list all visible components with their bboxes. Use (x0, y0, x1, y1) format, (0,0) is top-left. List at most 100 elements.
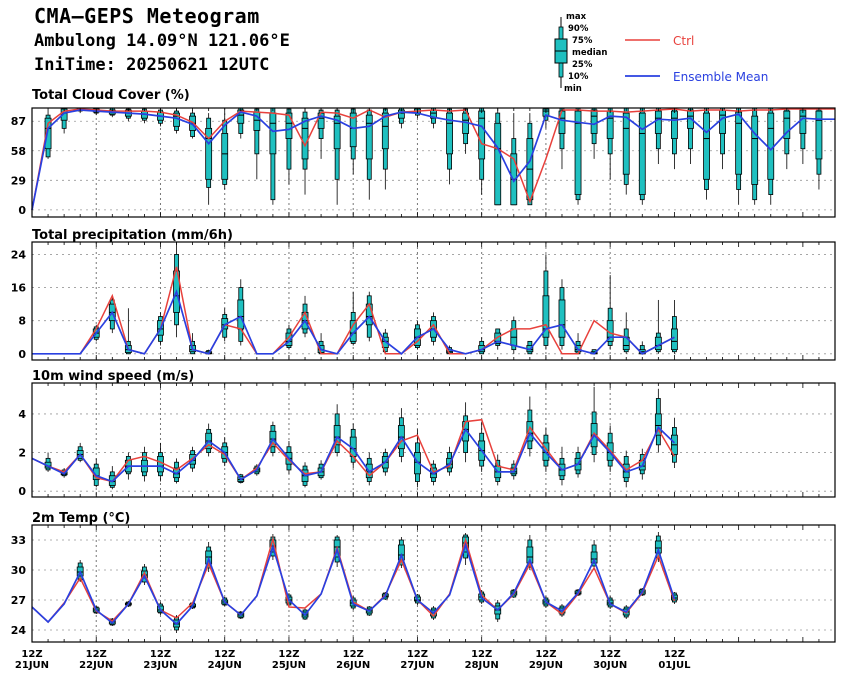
x-tick-date: 25JUN (272, 660, 306, 671)
box-p25-p75 (719, 109, 726, 134)
x-tick-date: 24JUN (208, 660, 242, 671)
panel-frame (31, 524, 836, 643)
legend-box-label: max (566, 12, 587, 22)
legend-box-label: median (572, 48, 607, 58)
y-tick-label: 24 (11, 624, 27, 637)
box-p25-p75 (735, 111, 743, 175)
box-p25-p75 (638, 112, 646, 195)
box-p25-p75 (703, 112, 710, 180)
box-p25-p75 (44, 117, 52, 150)
y-tick-label: 0 (18, 204, 26, 217)
box-p25-p75 (397, 544, 405, 561)
box-p25-p75 (574, 110, 582, 195)
box-p25-p75 (365, 114, 373, 160)
box-p25-p75 (494, 332, 502, 344)
x-tick-hour: 12Z (664, 649, 685, 660)
y-tick-label: 8 (18, 315, 26, 328)
panel-3: 2m Temp (°C) 24 27 30 33 (11, 511, 836, 643)
y-tick-label: 2 (18, 447, 26, 460)
legend-box-label: 10% (568, 72, 589, 82)
panel-title: 10m wind speed (m/s) (32, 369, 194, 384)
x-tick-hour: 12Z (600, 649, 621, 660)
box-p25-p75 (381, 112, 389, 150)
box-p25-p75 (654, 110, 662, 134)
box-p25-p75 (799, 109, 807, 134)
y-tick-label: 0 (18, 348, 26, 361)
legend-box-label: 90% (568, 24, 589, 34)
x-tick-date: 28JUN (465, 660, 499, 671)
chart-legend: max 90% 75% median 25% 10% min Ctrl Ensemble Mea… (554, 12, 768, 94)
x-tick-hour: 12Z (343, 649, 364, 660)
legend-mean-label: Ensemble Mean (673, 70, 768, 84)
box-p25-p75 (333, 115, 341, 150)
x-tick-date: 22JUN (79, 660, 113, 671)
panel-title: Total precipitation (mm/6h) (32, 228, 233, 243)
box-p25-p75 (751, 115, 759, 185)
ensemble-mean-line (31, 542, 676, 626)
box-p25-p75 (558, 299, 566, 338)
box-p25-p75 (157, 456, 164, 473)
x-tick-hour: 12Z (471, 649, 492, 660)
y-tick-label: 16 (11, 282, 27, 295)
box-p25-p75 (494, 122, 502, 206)
box-p25-p75 (590, 109, 598, 134)
y-tick-label: 27 (11, 594, 26, 607)
box-p25-p75 (333, 425, 341, 446)
box-p25-p75 (671, 110, 678, 139)
box-p25-p75 (237, 299, 245, 330)
box-p25-p75 (221, 133, 229, 180)
box-p25-p75 (622, 112, 630, 175)
box-p25-p75 (767, 112, 775, 180)
box-p25-p75 (542, 295, 550, 338)
panel-0: Total Cloud Cover (%) 0 29 58 87 (11, 88, 836, 218)
x-tick-hour: 12Z (407, 649, 428, 660)
y-tick-label: 87 (11, 115, 26, 128)
station-location: Ambulong 14.09°N 121.06°E (34, 31, 290, 51)
box-p25-p75 (446, 112, 453, 155)
y-tick-label: 29 (11, 174, 26, 187)
box-p25-p75 (285, 112, 293, 139)
y-tick-label: 33 (11, 534, 26, 547)
legend-box-label: 25% (572, 60, 593, 70)
legend-box-label: 75% (572, 36, 593, 46)
legend-ctrl-label: Ctrl (673, 34, 694, 48)
ensemble-mean-line (31, 425, 675, 483)
legend-box-label: min (564, 84, 582, 94)
y-tick-label: 24 (11, 248, 27, 261)
box-p25-p75 (671, 328, 678, 351)
box-p25-p75 (654, 413, 662, 436)
box-p25-p75 (654, 540, 662, 554)
x-tick-date: 26JUN (336, 660, 370, 671)
panel-2: 10m wind speed (m/s) 0 2 4 (18, 369, 836, 498)
box-p25-p75 (654, 336, 662, 351)
x-tick-hour: 12Z (150, 649, 171, 660)
init-time: IniTime: 20250621 12UTC (34, 55, 270, 75)
x-tick-date: 29JUN (529, 660, 563, 671)
x-tick-hour: 12Z (278, 649, 299, 660)
x-tick-hour: 12Z (535, 649, 556, 660)
panel-title: Total Cloud Cover (%) (32, 88, 190, 103)
y-tick-label: 58 (11, 145, 26, 158)
x-tick-date: 27JUN (400, 660, 434, 671)
panel-title: 2m Temp (°C) (32, 511, 130, 526)
box-p25-p75 (815, 110, 823, 160)
y-tick-label: 4 (18, 408, 26, 421)
x-tick-date: 21JUN (15, 660, 49, 671)
box-p25-p75 (269, 112, 277, 155)
ensemble-mean-line (31, 109, 835, 211)
box-p25-p75 (606, 110, 614, 139)
panel-1: Total precipitation (mm/6h) 0 8 16 24 (11, 228, 836, 361)
x-tick-date: 23JUN (143, 660, 177, 671)
x-tick-hour: 12Z (214, 649, 235, 660)
box-p25-p75 (783, 110, 791, 139)
x-tick-hour: 12Z (86, 649, 107, 660)
ensemble-mean-line (32, 289, 675, 355)
y-tick-label: 30 (11, 564, 27, 577)
meteogram-title: CMA—GEPS Meteogram (34, 4, 260, 28)
x-tick-date: 30JUN (593, 660, 627, 671)
y-tick-label: 0 (18, 485, 26, 498)
box-p25-p75 (349, 112, 357, 148)
box-p25-p75 (301, 117, 309, 160)
panels: Total Cloud Cover (%) 0 29 58 87 Total precip… (11, 88, 836, 643)
